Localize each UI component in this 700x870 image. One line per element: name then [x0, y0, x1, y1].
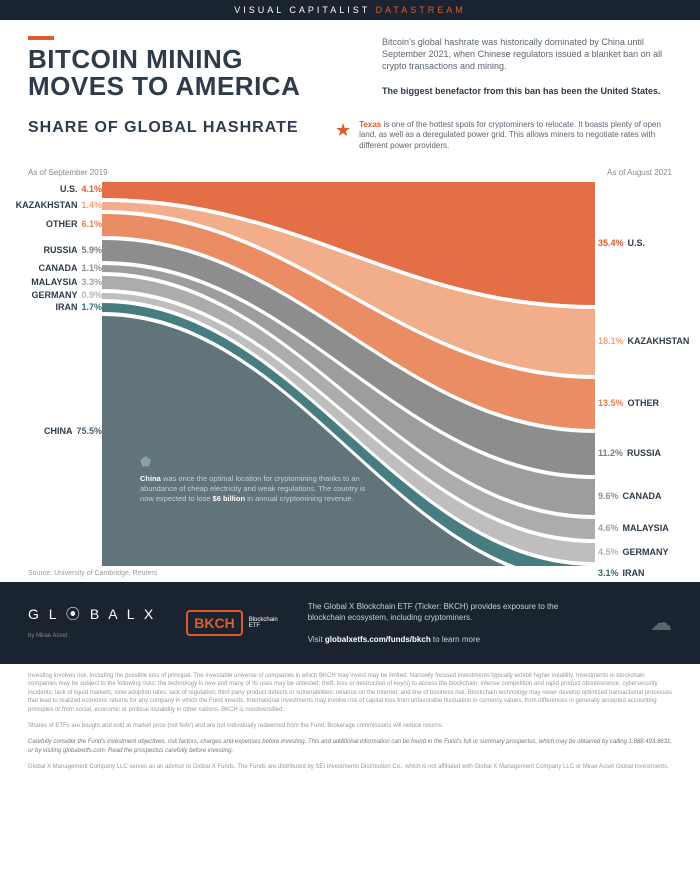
texas-callout: ★ Texas is one of the hottest spots for …	[335, 120, 665, 151]
left-label: OTHER 6.1%	[2, 219, 102, 229]
bkch-box: BKCH	[186, 610, 242, 636]
sponsor-bar: G L ⦿ B A L X by Mirae Asset BKCH Blockc…	[0, 582, 700, 664]
left-label: KAZAKHSTAN 1.4%	[2, 200, 102, 210]
date-labels: As of September 2019 As of August 2021	[28, 168, 672, 177]
texas-rest: is one of the hottest spots for cryptomi…	[359, 120, 661, 150]
date-right: As of August 2021	[607, 168, 672, 177]
right-label: 11.2% RUSSIA	[598, 448, 661, 458]
right-label: 4.5% GERMANY	[598, 547, 669, 557]
china-callout: ⬟ China was once the optimal location fo…	[140, 454, 370, 504]
fine-print: Investing involves risk, including the p…	[28, 672, 672, 780]
bkch-logo: BKCH BlockchainETF	[186, 610, 277, 636]
right-label: 13.5% OTHER	[598, 398, 659, 408]
gx-text: G L ⦿ B A L X	[28, 604, 156, 624]
date-left: As of September 2019	[28, 168, 108, 177]
china-lead: China	[140, 474, 161, 483]
top-banner: VISUAL CAPITALIST DATASTREAM	[0, 0, 700, 20]
fine-p3: Carefully consider the Fund's investment…	[28, 738, 672, 755]
accent-bar	[28, 36, 54, 40]
gx-sub: by Mirae Asset	[28, 633, 67, 639]
fine-p4: Global X Management Company LLC serves a…	[28, 763, 672, 771]
china-t2: in annual cryptomining revenue.	[245, 494, 353, 503]
sankey-svg	[0, 178, 700, 566]
globalx-logo: G L ⦿ B A L X by Mirae Asset	[28, 604, 156, 642]
left-label: CHINA 75.5%	[2, 426, 102, 436]
left-label: RUSSIA 5.9%	[2, 245, 102, 255]
texas-text: Texas is one of the hottest spots for cr…	[359, 120, 665, 151]
right-label: 9.6% CANADA	[598, 491, 662, 501]
china-bold: $6 billion	[213, 494, 246, 503]
left-label: MALAYSIA 3.3%	[2, 277, 102, 287]
fine-p2: Shares of ETFs are bought and sold at ma…	[28, 722, 672, 730]
left-label: IRAN 1.7%	[2, 302, 102, 312]
bkch-sub: BlockchainETF	[249, 617, 278, 629]
right-label: 35.4% U.S.	[598, 238, 645, 248]
left-label: U.S. 4.1%	[2, 184, 102, 194]
left-label: CANADA 1.1%	[2, 263, 102, 273]
china-text: China was once the optimal location for …	[140, 474, 370, 504]
blurb-bold: The biggest benefactor from this ban has…	[382, 86, 661, 96]
cloud-icon: ☁	[650, 610, 672, 636]
header: BITCOIN MINING MOVES TO AMERICA Bitcoin'…	[0, 20, 700, 109]
blurb-text: Bitcoin's global hashrate was historical…	[382, 37, 662, 71]
sp-t2c: to learn more	[431, 635, 480, 644]
texas-bold: Texas	[359, 120, 381, 129]
title-line2: MOVES TO AMERICA	[28, 73, 300, 100]
title-line1: BITCOIN MINING	[28, 46, 300, 73]
banner-ds: DATASTREAM	[370, 5, 466, 15]
right-label: 3.1% IRAN	[598, 568, 645, 578]
sp-t1: The Global X Blockchain ETF (Ticker: BKC…	[308, 602, 558, 622]
china-map-icon: ⬟	[140, 454, 370, 470]
fine-p1: Investing involves risk, including the p…	[28, 672, 672, 714]
left-label: GERMANY 0.9%	[2, 290, 102, 300]
sp-t2b: globalxetfs.com/funds/bkch	[325, 635, 431, 644]
right-label: 4.6% MALAYSIA	[598, 523, 669, 533]
intro-blurb: Bitcoin's global hashrate was historical…	[382, 36, 672, 101]
right-label: 18.1% KAZAKHSTAN	[598, 336, 689, 346]
source-line: Source: University of Cambridge, Reuters	[28, 570, 157, 577]
banner-vc: VISUAL CAPITALIST	[234, 5, 370, 15]
sponsor-text: The Global X Blockchain ETF (Ticker: BKC…	[308, 601, 568, 646]
texas-icon: ★	[335, 120, 351, 151]
sankey-chart: U.S. 4.1% KAZAKHSTAN 1.4% OTHER 6.1% RUSSIA…	[0, 178, 700, 566]
sp-t2a: Visit	[308, 635, 325, 644]
